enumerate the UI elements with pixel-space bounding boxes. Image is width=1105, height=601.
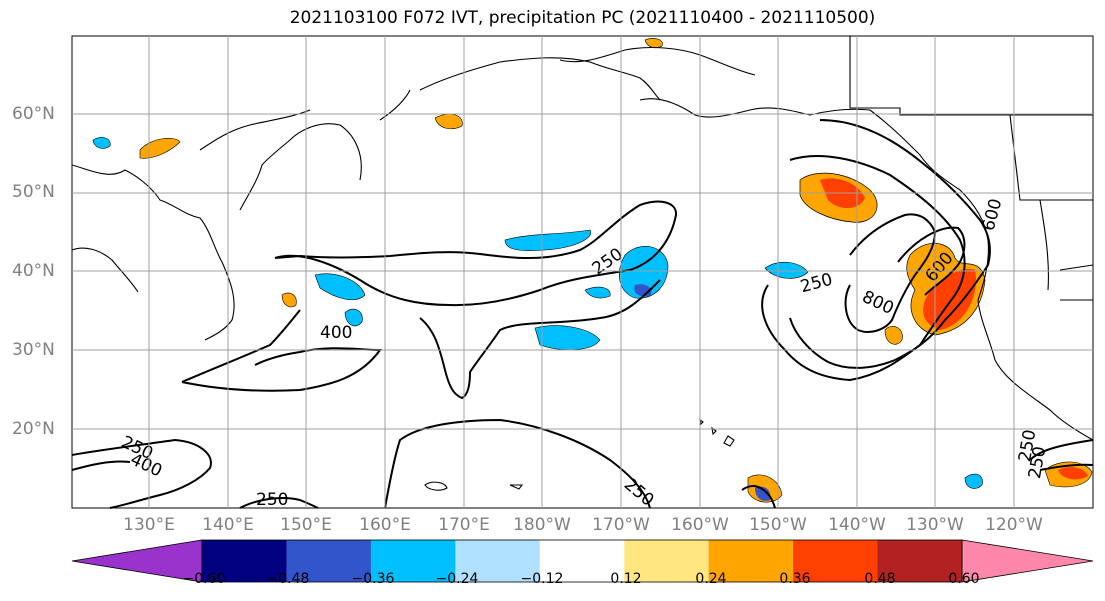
colorbar-tick-label: −0.36 — [351, 571, 395, 587]
graticule — [72, 36, 1093, 508]
lon-label: 140°W — [828, 515, 886, 535]
ivt-contours — [71, 119, 1094, 509]
colorbar-tick-label: −0.48 — [266, 571, 310, 587]
contour-label: 400 — [320, 323, 352, 343]
lat-label: 20°N — [12, 419, 55, 439]
colorbar-segment — [202, 540, 287, 582]
colorbar-segment — [455, 540, 541, 582]
lon-label: 150°E — [280, 515, 332, 535]
precip-patch-negative — [764, 261, 809, 279]
ivt-contour — [789, 119, 991, 369]
precip-patch-strong — [1058, 467, 1088, 480]
precip-patch-negative — [314, 273, 366, 301]
colorbar-segment — [877, 540, 963, 582]
lon-label: 180°W — [513, 515, 571, 535]
colorbar-segment — [286, 540, 372, 582]
lat-label: 40°N — [12, 261, 55, 281]
contour-label: 250 — [256, 490, 288, 510]
colorbar — [71, 539, 1094, 583]
precip-patch-positive — [281, 292, 297, 308]
lat-label: 60°N — [12, 104, 55, 124]
lon-label: 130°W — [906, 515, 964, 535]
lat-label: 30°N — [12, 340, 55, 360]
lon-label: 120°W — [985, 515, 1043, 535]
precip-patch-negative — [92, 137, 111, 149]
lat-label: 50°N — [12, 182, 55, 202]
colorbar-segment — [539, 540, 625, 582]
lon-label: 160°E — [359, 515, 411, 535]
ivt-contour — [181, 309, 382, 392]
ivt-contour — [741, 485, 776, 509]
lon-label: 170°E — [438, 515, 490, 535]
ivt-contour — [384, 418, 651, 509]
ivt-contour — [239, 497, 319, 509]
colorbar-tick-label: −0.24 — [435, 571, 479, 587]
map-title: 2021103100 F072 IVT, precipitation PC (2… — [289, 8, 876, 28]
precip-patch-negative — [964, 473, 983, 489]
colorbar-tick-label: 0.12 — [610, 571, 642, 587]
ivt-contour — [419, 279, 661, 400]
ivt-contour — [897, 226, 966, 296]
ivt-contour — [761, 154, 966, 382]
precip-patch-strong — [923, 269, 976, 330]
lon-label: 160°W — [671, 515, 729, 535]
precip-patch-negative — [584, 286, 611, 299]
colorbar-tick-label: −0.60 — [182, 571, 226, 587]
colorbar-frame — [201, 539, 963, 583]
lon-label: 130°E — [123, 515, 175, 535]
ivt-contour — [274, 200, 678, 307]
lon-label: 150°W — [749, 515, 807, 535]
lon-label: 170°W — [592, 515, 650, 535]
ivt-contour — [71, 438, 212, 509]
colorbar-tick-label: 0.24 — [695, 571, 727, 587]
colorbar-tick-label: −0.12 — [520, 571, 564, 587]
colorbar-segment — [708, 540, 794, 582]
colorbar-tick-label: 0.60 — [948, 571, 980, 587]
ivt-contour — [1029, 439, 1094, 471]
colorbar-segment — [624, 540, 710, 582]
precip-patch-negative — [534, 325, 601, 351]
colorbar-tick-label: 0.36 — [779, 571, 811, 587]
ivt-contour — [844, 213, 937, 333]
colorbar-segment — [793, 540, 879, 582]
lon-label: 140°E — [202, 515, 254, 535]
colorbar-segment — [370, 540, 456, 582]
precip-patch-positive — [884, 326, 903, 345]
precip-patch-negative — [504, 229, 592, 251]
precip-patch-negative — [755, 486, 771, 501]
coastlines — [71, 36, 1094, 491]
colorbar-tick-label: 0.48 — [864, 571, 896, 587]
precip-patch-positive — [644, 38, 663, 49]
contour-labels: 250 250 400 250 400 250 250 250 600 800 … — [118, 197, 1050, 511]
precip-patch-negative — [344, 308, 363, 327]
